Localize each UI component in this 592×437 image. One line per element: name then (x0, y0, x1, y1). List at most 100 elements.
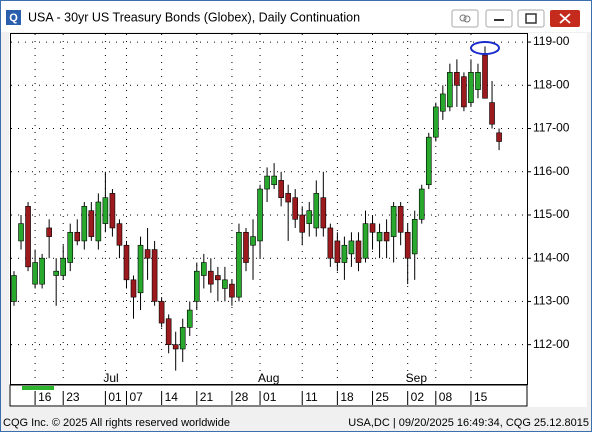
y-tick-label: 116-00 (533, 164, 570, 178)
candle-body (285, 193, 291, 203)
candle-body (229, 283, 235, 298)
candle-body (489, 102, 495, 125)
y-tick-label: 117-00 (533, 121, 570, 135)
window-title: USA - 30yr US Treasury Bonds (Globex), D… (28, 10, 360, 24)
candle-body (95, 201, 102, 242)
candle-body (46, 227, 52, 237)
candle-body (271, 175, 277, 186)
candle-body (461, 76, 467, 108)
candle-body (215, 275, 221, 281)
y-tick-label: 114-00 (533, 250, 570, 264)
candle-body (475, 72, 481, 90)
candle-body (327, 227, 334, 259)
candle-body (482, 54, 488, 99)
minimize-icon (494, 19, 504, 21)
highlight-ellipse (470, 41, 500, 55)
y-tick-label: 115-00 (533, 207, 570, 221)
x-tick-label: 16 (38, 390, 52, 404)
x-tick-label: 08 (439, 390, 453, 404)
candle-body (186, 309, 193, 328)
candle-body (299, 214, 306, 233)
candle-body (411, 219, 418, 255)
x-tick-label: 25 (376, 390, 390, 404)
candle-body (130, 279, 137, 298)
candle-body (292, 197, 299, 220)
candle-body (454, 72, 460, 86)
candle-body (404, 231, 411, 259)
candle-body (320, 197, 327, 229)
candle-body (425, 136, 432, 186)
candle-body (193, 270, 200, 302)
candle-body (208, 270, 214, 285)
candle-body (116, 223, 123, 246)
x-tick-label: 01 (108, 390, 122, 404)
candle-body (397, 206, 404, 233)
status-left: CQG Inc. © 2025 All rights reserved worl… (3, 417, 230, 429)
scroll-bar (22, 386, 54, 390)
maximize-icon (525, 13, 537, 24)
candle-body (278, 180, 284, 198)
candle-body (81, 206, 88, 242)
x-tick-label: 18 (340, 390, 354, 404)
candle-body (11, 275, 17, 302)
candle-body (25, 206, 31, 268)
candle-body (383, 231, 390, 242)
candle-body (60, 257, 67, 276)
y-tick-label: 118-00 (533, 77, 570, 91)
x-tick-label: 21 (200, 390, 214, 404)
link-icon (463, 15, 471, 23)
candle-body (144, 249, 151, 259)
candle-body (172, 344, 179, 350)
candle-body (313, 193, 320, 229)
x-tick-label: 28 (235, 390, 249, 404)
candle-body (341, 244, 348, 263)
candle-body (390, 206, 397, 237)
x-tick-label: 02 (411, 390, 425, 404)
candle-body (74, 231, 81, 242)
candle-body (158, 301, 165, 324)
minimize-button[interactable] (485, 9, 513, 28)
month-label: Jul (103, 371, 118, 385)
month-label: Aug (258, 371, 279, 385)
candle-body (432, 106, 439, 138)
x-tick-label: 01 (263, 390, 277, 404)
candle-body (53, 270, 59, 276)
candle-body (236, 231, 242, 298)
candle-body (109, 193, 116, 229)
candle-body (418, 188, 425, 220)
candle-body (369, 223, 376, 233)
candle-body (201, 262, 207, 276)
candle-body (179, 327, 186, 350)
candle-body (243, 231, 249, 263)
candle-body (88, 210, 95, 237)
candle-body (222, 279, 228, 289)
status-bar (1, 413, 591, 431)
candle-body (348, 240, 355, 255)
maximize-button[interactable] (517, 9, 545, 28)
candle-body (102, 197, 109, 224)
candle-body (306, 210, 313, 224)
candle-body (137, 244, 144, 294)
x-tick-label: 11 (305, 390, 318, 404)
candle-body (39, 257, 45, 285)
candle-body (362, 223, 369, 259)
x-tick-label: 23 (66, 390, 80, 404)
candle-body (355, 240, 362, 263)
candle-body (123, 244, 130, 281)
y-tick-label: 112-00 (533, 337, 570, 351)
candle-body (496, 132, 502, 142)
candle-body (67, 231, 74, 263)
x-axis-band (9, 384, 528, 407)
x-tick-label: 14 (165, 390, 179, 404)
app-icon (6, 10, 21, 25)
candle-body (264, 175, 270, 190)
candle-body (447, 72, 453, 108)
candle-body (376, 231, 383, 242)
candle-body (165, 318, 172, 345)
candle-body (18, 223, 24, 242)
close-icon (559, 13, 571, 24)
link-button[interactable] (451, 9, 479, 28)
app-icon-text: Q (9, 12, 18, 24)
candle-body (334, 240, 341, 263)
